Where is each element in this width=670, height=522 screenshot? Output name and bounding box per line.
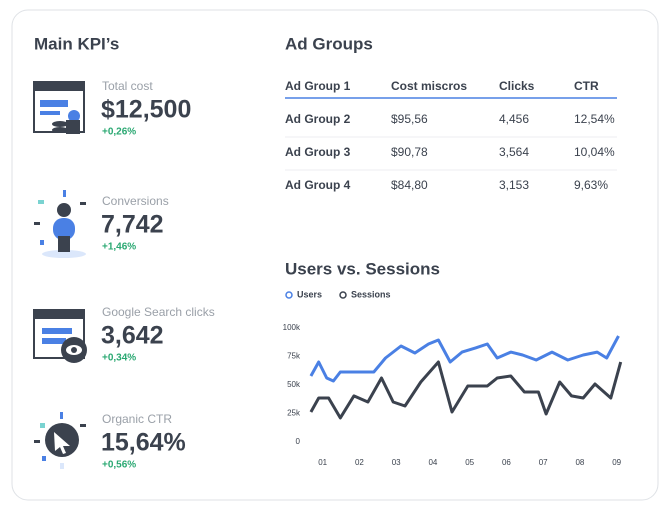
conversions-icon (34, 190, 86, 258)
table-header: Ad Group 1 (285, 79, 351, 93)
x-tick-label: 04 (428, 458, 437, 467)
table-cell: Ad Group 3 (285, 145, 351, 159)
chart-title: Users vs. Sessions (285, 259, 440, 278)
legend-label: Users (297, 289, 322, 299)
legend-label: Sessions (351, 289, 391, 299)
x-tick-label: 07 (539, 458, 548, 467)
kpi-change: +0,34% (102, 353, 136, 364)
table-header: Clicks (499, 79, 535, 93)
kpi-value: 15,64% (101, 429, 186, 457)
table-cell: 4,456 (499, 112, 529, 126)
kpi-label: Organic CTR (102, 412, 172, 426)
series-line (309, 335, 620, 383)
x-tick-label: 05 (465, 458, 474, 467)
kpi-value: 7,742 (101, 211, 164, 239)
cost-icon (33, 81, 85, 134)
table-cell: 10,04% (574, 145, 615, 159)
kpi-change: +0,56% (102, 460, 136, 471)
table-cell: $84,80 (391, 178, 428, 192)
y-tick-label: 75k (287, 352, 301, 361)
kpi-label: Google Search clicks (102, 305, 215, 319)
kpi-change: +0,26% (102, 127, 136, 138)
table-cell: 12,54% (574, 112, 615, 126)
legend-marker (285, 291, 293, 299)
x-tick-label: 08 (575, 458, 584, 467)
table-title: Ad Groups (285, 34, 373, 53)
kpi-title: Main KPI’s (34, 34, 119, 53)
series-line (309, 360, 623, 420)
search-clicks-icon (33, 309, 87, 363)
x-tick-label: 03 (392, 458, 401, 467)
table-header: CTR (574, 79, 599, 93)
y-tick-label: 50k (287, 380, 301, 389)
kpi-value: $12,500 (101, 96, 191, 124)
kpi-value: 3,642 (101, 322, 164, 350)
ctr-icon (34, 412, 86, 469)
table-header: Cost miscros (391, 79, 467, 93)
table-cell: 3,153 (499, 178, 529, 192)
x-tick-label: 09 (612, 458, 621, 467)
kpi-change: +1,46% (102, 242, 136, 253)
kpi-label: Total cost (102, 79, 153, 93)
kpi-label: Conversions (102, 194, 169, 208)
x-tick-label: 06 (502, 458, 511, 467)
y-tick-label: 100k (283, 323, 301, 332)
table-cell: $90,78 (391, 145, 428, 159)
table-cell: $95,56 (391, 112, 428, 126)
table-cell: Ad Group 2 (285, 112, 351, 126)
table-cell: 9,63% (574, 178, 608, 192)
y-tick-label: 0 (296, 437, 301, 446)
table-cell: Ad Group 4 (285, 178, 351, 192)
table-cell: 3,564 (499, 145, 529, 159)
legend-marker (339, 291, 347, 299)
x-tick-label: 02 (355, 458, 364, 467)
y-tick-label: 25k (287, 409, 301, 418)
x-tick-label: 01 (318, 458, 327, 467)
